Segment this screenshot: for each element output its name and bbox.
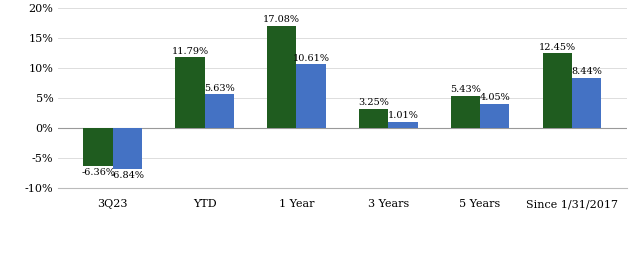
Bar [572,77,602,128]
Bar [205,94,234,128]
Bar [359,109,388,128]
Bar [175,57,205,128]
Text: 5.43%: 5.43% [450,85,481,94]
Bar [296,65,326,128]
Bar [543,54,572,128]
Text: -6.84%: -6.84% [111,171,145,180]
Bar [388,122,418,128]
Text: 12.45%: 12.45% [539,43,576,52]
Bar [480,104,509,128]
Bar [451,95,480,128]
Text: 1.01%: 1.01% [388,111,419,120]
Text: 3.25%: 3.25% [358,98,389,107]
Text: 10.61%: 10.61% [292,54,330,63]
Bar [83,128,113,167]
Bar [113,128,142,169]
Text: -6.36%: -6.36% [81,168,115,177]
Text: 8.44%: 8.44% [571,67,602,76]
Text: 4.05%: 4.05% [479,93,510,102]
Text: 11.79%: 11.79% [172,47,209,56]
Bar [267,26,296,128]
Text: 17.08%: 17.08% [263,15,300,24]
Text: 5.63%: 5.63% [204,84,235,93]
